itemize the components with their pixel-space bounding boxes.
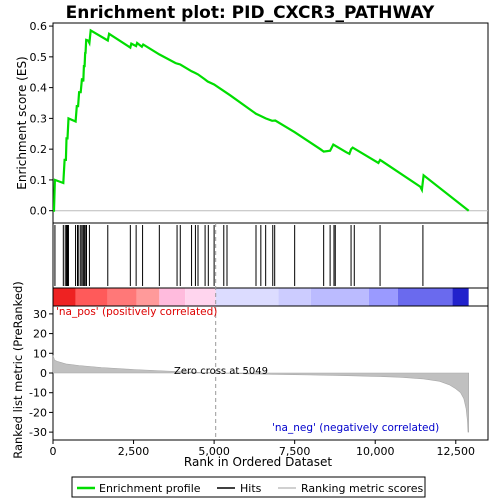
- es-y-tick-label: 0.1: [30, 174, 48, 187]
- ranking-metric-area: [52, 355, 469, 433]
- color-bar-segment: [368, 288, 398, 306]
- ranked-list-color-bar: [53, 288, 469, 306]
- legend-label-hits: Hits: [240, 482, 262, 495]
- color-bar-segment: [136, 288, 160, 306]
- es-y-tick-label: 0.3: [30, 112, 48, 125]
- color-bar-segment: [215, 288, 279, 306]
- rank-metric-y-tick-label: 30: [33, 308, 47, 321]
- color-bar-segment: [53, 288, 76, 306]
- positive-correlation-label: 'na_pos' (positively correlated): [56, 306, 217, 318]
- rank-metric-y-tick-label: 20: [33, 328, 47, 341]
- rank-metric-y-tick-label: -10: [29, 387, 47, 400]
- x-axis-label: Rank in Ordered Dataset: [184, 455, 332, 469]
- color-bar-segment: [159, 288, 186, 306]
- es-y-axis-label: Enrichment score (ES): [15, 56, 29, 189]
- rank-metric-y-axis: 30 20 10 0 -10 -20 -30: [29, 308, 53, 439]
- rank-metric-y-tick-label: 10: [33, 347, 47, 360]
- color-bar-segment: [278, 288, 311, 306]
- es-y-tick-label: 0.0: [30, 205, 48, 218]
- x-tick-label: 2,500: [118, 445, 150, 458]
- color-bar-segment: [107, 288, 137, 306]
- legend: Enrichment profile Hits Ranking metric s…: [71, 476, 426, 498]
- color-bar-segment: [75, 288, 108, 306]
- x-tick-label: 0: [50, 445, 57, 458]
- legend-label-enrichment-profile: Enrichment profile: [99, 482, 201, 495]
- es-y-tick-label: 0.6: [30, 20, 48, 33]
- negative-correlation-label: 'na_neg' (negatively correlated): [272, 422, 439, 434]
- chart-title: Enrichment plot: PID_CXCR3_PATHWAY: [66, 3, 435, 23]
- color-bar-segment: [185, 288, 216, 306]
- zero-cross-label: Zero cross at 5049: [174, 366, 268, 377]
- es-y-tick-label: 0.2: [30, 143, 48, 156]
- x-tick-label: 5,000: [198, 445, 230, 458]
- enrichment-profile-line: [52, 28, 470, 212]
- x-tick-label: 10,000: [356, 445, 395, 458]
- es-y-tick-label: 0.5: [30, 51, 48, 64]
- rank-metric-y-tick-label: -30: [29, 426, 47, 439]
- es-y-tick-label: 0.4: [30, 82, 48, 95]
- legend-label-ranking-metric-scores: Ranking metric scores: [301, 482, 423, 495]
- x-tick-label: 7,500: [279, 445, 311, 458]
- x-axis: 0 2,500 5,000 7,500 10,000 12,500: [50, 440, 476, 458]
- color-bar-segment: [397, 288, 453, 306]
- rank-metric-y-tick-label: 0: [40, 367, 47, 380]
- hits-panel-frame: [52, 222, 489, 289]
- x-tick-label: 12,500: [437, 445, 476, 458]
- es-y-axis: 0.0 0.1 0.2 0.3 0.4 0.5 0.6: [30, 20, 53, 218]
- legend-frame: [71, 476, 426, 498]
- color-bar-segment: [310, 288, 369, 306]
- rank-metric-y-axis-label: Ranked list metric (PreRanked): [11, 281, 25, 459]
- rank-metric-y-tick-label: -20: [29, 406, 47, 419]
- hit-marks: [54, 225, 424, 286]
- color-bar-segment: [452, 288, 469, 306]
- es-panel-frame: [52, 22, 489, 224]
